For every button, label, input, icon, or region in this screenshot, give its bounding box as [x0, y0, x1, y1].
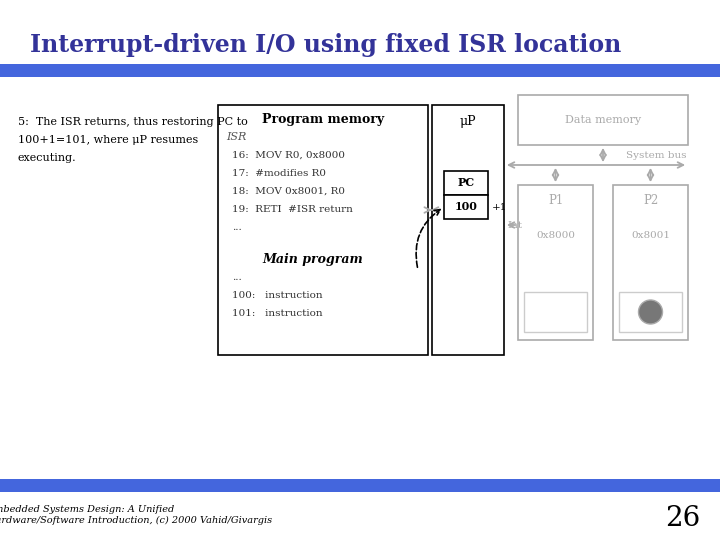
Text: 0x8001: 0x8001: [631, 231, 670, 240]
Text: 5:  The ISR returns, thus restoring PC to: 5: The ISR returns, thus restoring PC to: [18, 117, 248, 127]
Text: 19:  RETI  #ISR return: 19: RETI #ISR return: [232, 205, 353, 213]
Bar: [0, 479, 720, 492]
Bar: [518, 95, 688, 145]
Circle shape: [639, 300, 662, 324]
Bar: [518, 185, 593, 340]
Bar: [0, 64, 720, 77]
Text: System bus: System bus: [626, 151, 686, 159]
Text: 100+1=101, where μP resumes: 100+1=101, where μP resumes: [18, 135, 198, 145]
Text: μP: μP: [459, 114, 477, 127]
Text: ISR: ISR: [226, 132, 246, 142]
Text: 0x8000: 0x8000: [536, 231, 575, 240]
FancyArrowPatch shape: [416, 210, 440, 267]
Text: Data memory: Data memory: [565, 115, 641, 125]
Text: +1: +1: [492, 202, 508, 212]
Text: 100:   instruction: 100: instruction: [232, 292, 323, 300]
Text: ...: ...: [232, 222, 242, 232]
Text: 18:  MOV 0x8001, R0: 18: MOV 0x8001, R0: [232, 186, 345, 195]
Bar: [444, 195, 488, 219]
Text: 17:  #modifies R0: 17: #modifies R0: [232, 168, 326, 178]
Text: Main program: Main program: [263, 253, 364, 267]
Text: PC: PC: [457, 178, 474, 188]
Text: Program memory: Program memory: [262, 112, 384, 125]
Text: executing.: executing.: [18, 153, 76, 163]
Text: 101:   instruction: 101: instruction: [232, 309, 323, 319]
Bar: [444, 171, 488, 195]
Bar: [613, 185, 688, 340]
Bar: [524, 292, 587, 332]
Text: 26: 26: [665, 504, 700, 531]
Bar: [218, 105, 428, 355]
Bar: [432, 105, 504, 355]
Text: ...: ...: [232, 273, 242, 282]
Text: P2: P2: [643, 194, 658, 207]
Bar: [619, 292, 682, 332]
Text: Int: Int: [507, 220, 522, 230]
Text: 16:  MOV R0, 0x8000: 16: MOV R0, 0x8000: [232, 151, 345, 159]
Text: Embedded Systems Design: A Unified
Hardware/Software Introduction, (c) 2000 Vahi: Embedded Systems Design: A Unified Hardw…: [0, 505, 273, 525]
Text: Interrupt-driven I/O using fixed ISR location: Interrupt-driven I/O using fixed ISR loc…: [30, 33, 621, 57]
Text: P1: P1: [548, 194, 563, 207]
Text: 100: 100: [454, 201, 477, 213]
